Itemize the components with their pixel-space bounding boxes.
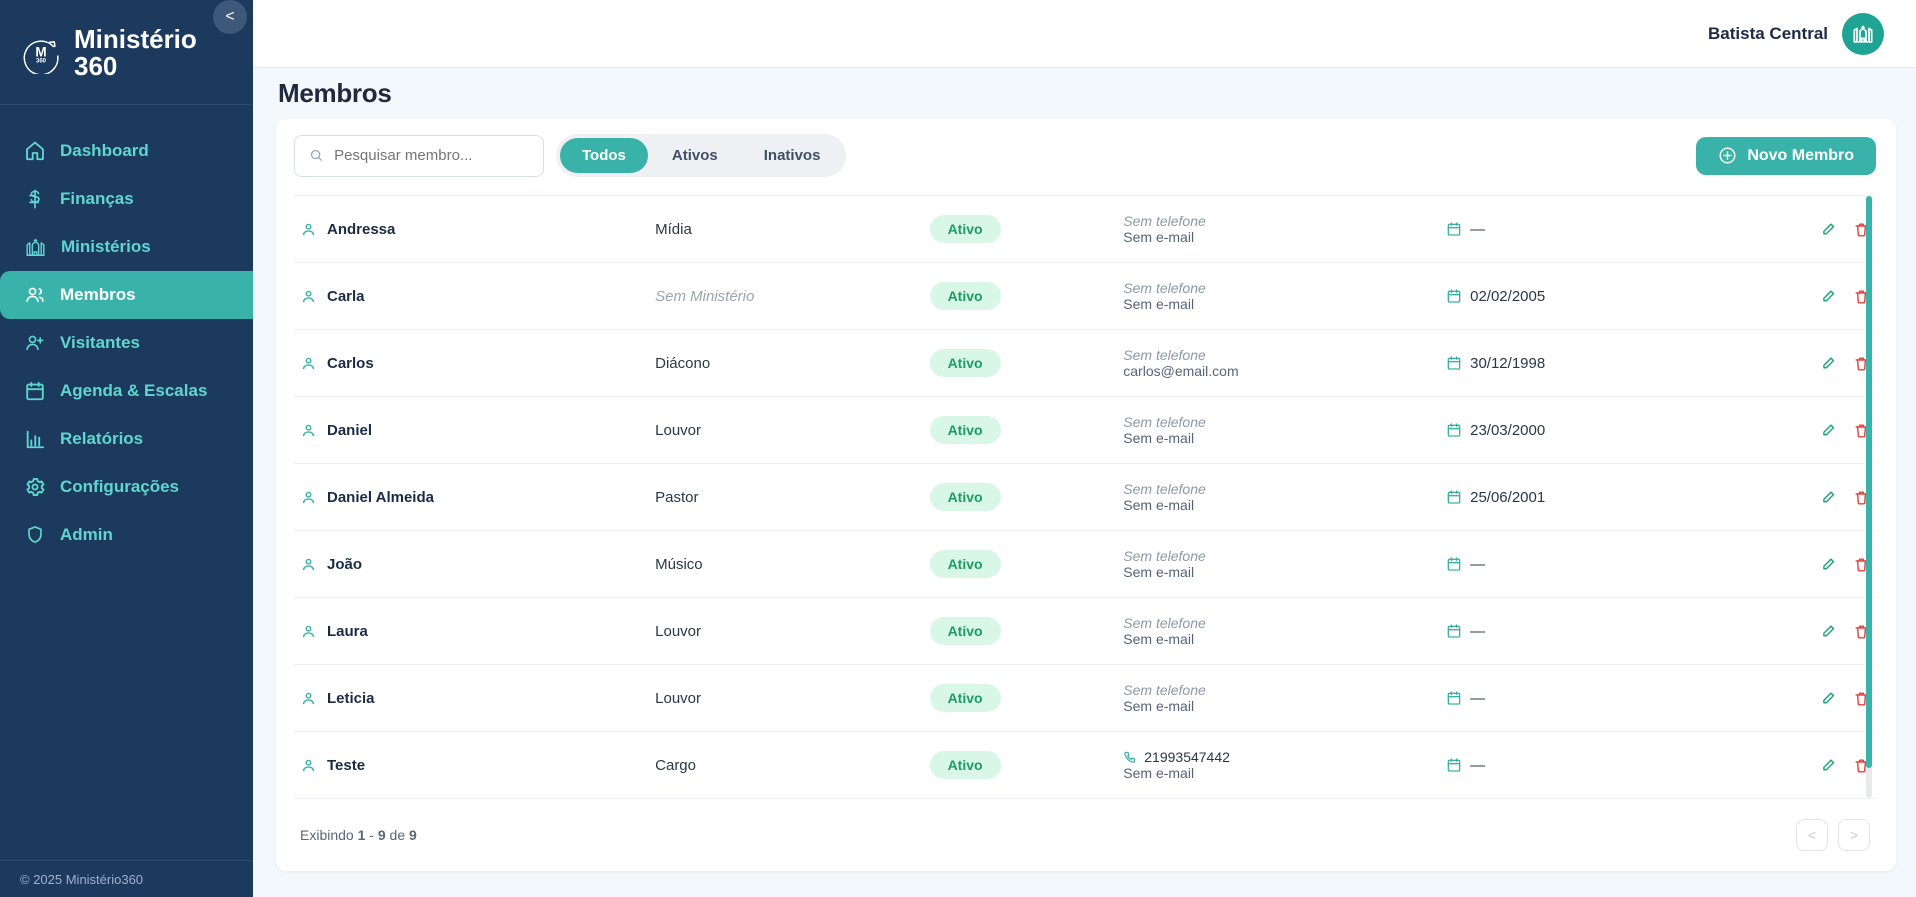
svg-text:M: M: [35, 45, 46, 60]
svg-text:360: 360: [36, 59, 47, 65]
